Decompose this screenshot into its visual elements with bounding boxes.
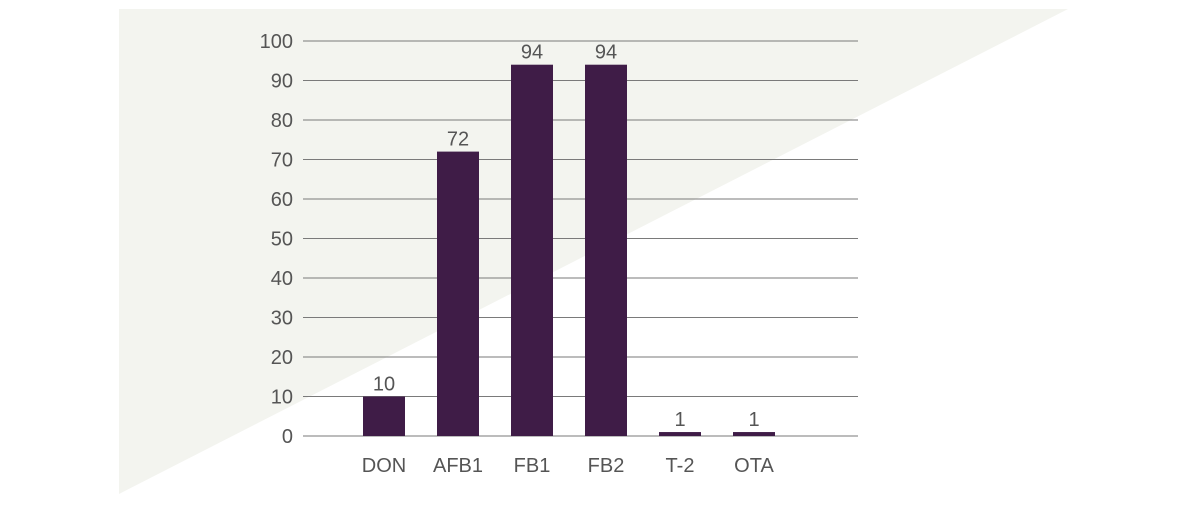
- bar-don: [363, 396, 405, 436]
- y-tick-label: 30: [271, 308, 293, 330]
- y-tick-label: 90: [271, 71, 293, 93]
- data-label-t-2: 1: [674, 409, 685, 431]
- category-label-ota: OTA: [734, 455, 774, 477]
- data-labels: 10 72 94 94 1 1: [373, 42, 760, 431]
- bar-t-2: [659, 432, 701, 436]
- y-tick-label: 0: [282, 426, 293, 448]
- y-axis-tick-labels: 0 10 20 30 40 50 60 70 80 90 100: [260, 31, 293, 448]
- y-tick-label: 80: [271, 110, 293, 132]
- y-tick-label: 20: [271, 347, 293, 369]
- y-tick-label: 40: [271, 268, 293, 290]
- bars: [363, 64, 775, 436]
- data-label-don: 10: [373, 374, 395, 396]
- data-label-afb1: 72: [447, 129, 469, 151]
- y-tick-label: 100: [260, 31, 293, 53]
- y-tick-label: 50: [271, 229, 293, 251]
- category-label-afb1: AFB1: [433, 455, 483, 477]
- data-label-fb1: 94: [521, 42, 543, 64]
- x-axis-category-labels: DON AFB1 FB1 FB2 T-2 OTA: [362, 455, 775, 477]
- bar-ota: [733, 432, 775, 436]
- y-tick-label: 10: [271, 387, 293, 409]
- bar-afb1: [437, 151, 479, 436]
- data-label-fb2: 94: [595, 42, 617, 64]
- category-label-don: DON: [362, 455, 406, 477]
- y-tick-label: 70: [271, 150, 293, 172]
- category-label-fb2: FB2: [588, 455, 625, 477]
- category-label-fb1: FB1: [514, 455, 551, 477]
- data-label-ota: 1: [748, 409, 759, 431]
- bar-fb1: [511, 64, 553, 436]
- y-tick-label: 60: [271, 189, 293, 211]
- category-label-t-2: T-2: [666, 455, 695, 477]
- bar-fb2: [585, 64, 627, 436]
